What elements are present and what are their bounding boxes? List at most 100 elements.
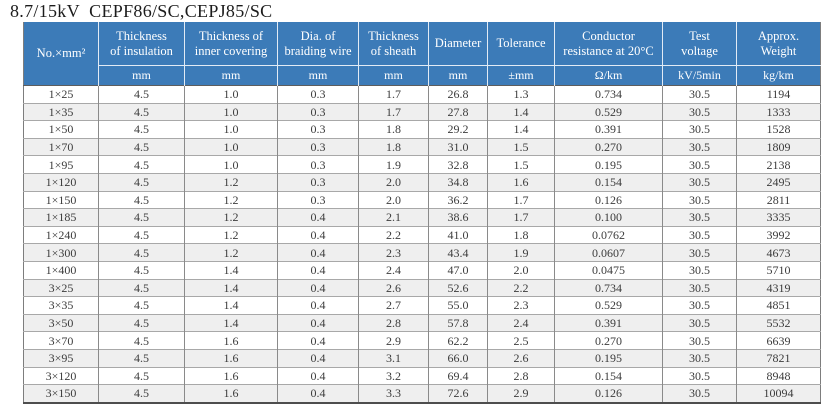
table-row: 1×25 4.5 1.0 0.3 1.7 26.8 1.3 0.734 30.5 1194 bbox=[23, 85, 821, 104]
cell-value: 2.4 bbox=[487, 313, 555, 332]
cell-value: 3335 bbox=[736, 208, 821, 227]
cell-value: 0.0762 bbox=[554, 225, 663, 244]
cell-value: 1.8 bbox=[358, 120, 429, 139]
cell-value: 3.3 bbox=[358, 384, 429, 403]
cell-value: 30.5 bbox=[662, 155, 737, 174]
cell-value: 69.4 bbox=[428, 366, 488, 385]
cell-value: 1333 bbox=[736, 102, 821, 121]
cell-value: 4.5 bbox=[98, 225, 185, 244]
cell-value: 0.4 bbox=[277, 384, 359, 403]
cell-value: 2.0 bbox=[358, 172, 429, 192]
cell-value: 4.5 bbox=[98, 278, 185, 297]
column-unit: Ω/km bbox=[554, 65, 663, 86]
cell-value: 30.5 bbox=[662, 137, 737, 156]
column-header: Test voltage bbox=[662, 22, 737, 66]
cell-value: 1.7 bbox=[487, 190, 555, 209]
table-row: 3×150 4.5 1.6 0.4 3.3 72.6 2.9 0.126 30.5 10094 bbox=[23, 384, 821, 403]
cell-value: 0.3 bbox=[277, 137, 359, 156]
cell-value: 0.126 bbox=[554, 384, 663, 403]
cell-value: 8948 bbox=[736, 366, 821, 385]
table-row: 1×300 4.5 1.2 0.4 2.3 43.4 1.9 0.0607 30.5 4673 bbox=[23, 243, 821, 262]
cell-value: 30.5 bbox=[662, 260, 737, 280]
cell-value: 0.3 bbox=[277, 120, 359, 139]
cell-value: 66.0 bbox=[428, 348, 488, 367]
cell-value: 2.2 bbox=[487, 278, 555, 297]
cell-value: 4.5 bbox=[98, 331, 185, 350]
table-row: 1×400 4.5 1.4 0.4 2.4 47.0 2.0 0.0475 30.5 5710 bbox=[23, 260, 821, 280]
table-row: 3×70 4.5 1.6 0.4 2.9 62.2 2.5 0.270 30.5 6639 bbox=[23, 331, 821, 350]
cell-value: 2.5 bbox=[487, 331, 555, 350]
cell-value: 47.0 bbox=[428, 260, 488, 280]
cell-value: 0.4 bbox=[277, 208, 359, 227]
cell-value: 4.5 bbox=[98, 208, 185, 227]
cell-value: 4851 bbox=[736, 296, 821, 315]
table-row: 1×35 4.5 1.0 0.3 1.7 27.8 1.4 0.529 30.5 1333 bbox=[23, 102, 821, 121]
cell-value: 62.2 bbox=[428, 331, 488, 350]
cell-value: 1.2 bbox=[184, 190, 278, 209]
table-row: 1×95 4.5 1.0 0.3 1.9 32.8 1.5 0.195 30.5 2138 bbox=[23, 155, 821, 174]
cell-value: 43.4 bbox=[428, 243, 488, 262]
cell-value: 2495 bbox=[736, 172, 821, 192]
table-row: 1×240 4.5 1.2 0.4 2.2 41.0 1.8 0.0762 30.5 3992 bbox=[23, 225, 821, 244]
cell-value: 0.3 bbox=[277, 155, 359, 174]
cell-value: 0.4 bbox=[277, 348, 359, 367]
cell-value: 29.2 bbox=[428, 120, 488, 139]
cell-size: 1×95 bbox=[23, 155, 99, 174]
cell-size: 3×95 bbox=[23, 348, 99, 367]
cell-value: 0.154 bbox=[554, 172, 663, 192]
cell-value: 0.734 bbox=[554, 278, 663, 297]
spec-table: No.×mm² Thickness of insulation Thickness … bbox=[23, 22, 821, 404]
cell-value: 10094 bbox=[736, 384, 821, 403]
cell-value: 0.391 bbox=[554, 313, 663, 332]
cell-value: 0.195 bbox=[554, 348, 663, 367]
cell-value: 5710 bbox=[736, 260, 821, 280]
page-title: 8.7/15kV CEPF86/SC,CEPJ85/SC bbox=[10, 1, 273, 21]
cell-size: 3×150 bbox=[23, 384, 99, 403]
cell-value: 1.0 bbox=[184, 137, 278, 156]
cell-value: 36.2 bbox=[428, 190, 488, 209]
table-row: 3×120 4.5 1.6 0.4 3.2 69.4 2.8 0.154 30.5 8948 bbox=[23, 366, 821, 385]
cell-value: 1.4 bbox=[184, 296, 278, 315]
cell-value: 1.4 bbox=[487, 102, 555, 121]
cell-value: 4.5 bbox=[98, 296, 185, 315]
cell-value: 2.0 bbox=[487, 260, 555, 280]
cell-value: 27.8 bbox=[428, 102, 488, 121]
cell-size: 1×25 bbox=[23, 85, 99, 104]
cell-size: 1×240 bbox=[23, 225, 99, 244]
cell-value: 1.0 bbox=[184, 85, 278, 104]
column-header: Conductor resistance at 20°C bbox=[554, 22, 663, 66]
cell-value: 57.8 bbox=[428, 313, 488, 332]
table-row: 3×95 4.5 1.6 0.4 3.1 66.0 2.6 0.195 30.5 7821 bbox=[23, 348, 821, 367]
cell-value: 0.529 bbox=[554, 102, 663, 121]
cell-value: 4.5 bbox=[98, 243, 185, 262]
cell-value: 1.7 bbox=[358, 85, 429, 104]
cell-value: 30.5 bbox=[662, 348, 737, 367]
cell-size: 1×400 bbox=[23, 260, 99, 280]
cell-value: 1.4 bbox=[487, 120, 555, 139]
cell-value: 1.5 bbox=[487, 137, 555, 156]
cell-size: 1×120 bbox=[23, 172, 99, 192]
cell-value: 1.8 bbox=[358, 137, 429, 156]
cell-value: 26.8 bbox=[428, 85, 488, 104]
cell-value: 1.2 bbox=[184, 225, 278, 244]
cell-value: 1.4 bbox=[184, 260, 278, 280]
cell-value: 2.7 bbox=[358, 296, 429, 315]
cell-value: 4.5 bbox=[98, 384, 185, 403]
cell-value: 1.2 bbox=[184, 243, 278, 262]
column-unit: mm bbox=[98, 65, 185, 86]
cell-value: 0.195 bbox=[554, 155, 663, 174]
cell-value: 1.0 bbox=[184, 155, 278, 174]
cell-value: 0.270 bbox=[554, 137, 663, 156]
cell-value: 0.3 bbox=[277, 102, 359, 121]
cell-value: 2.9 bbox=[487, 384, 555, 403]
cell-value: 4.5 bbox=[98, 120, 185, 139]
column-header: Thickness of sheath bbox=[358, 22, 429, 66]
cell-value: 3.1 bbox=[358, 348, 429, 367]
cell-value: 2138 bbox=[736, 155, 821, 174]
table-row: 3×35 4.5 1.4 0.4 2.7 55.0 2.3 0.529 30.5 4851 bbox=[23, 296, 821, 315]
cell-value: 4673 bbox=[736, 243, 821, 262]
table-header: No.×mm² Thickness of insulation Thickness … bbox=[23, 22, 821, 86]
cell-value: 1809 bbox=[736, 137, 821, 156]
cell-value: 0.154 bbox=[554, 366, 663, 385]
cell-value: 0.4 bbox=[277, 260, 359, 280]
